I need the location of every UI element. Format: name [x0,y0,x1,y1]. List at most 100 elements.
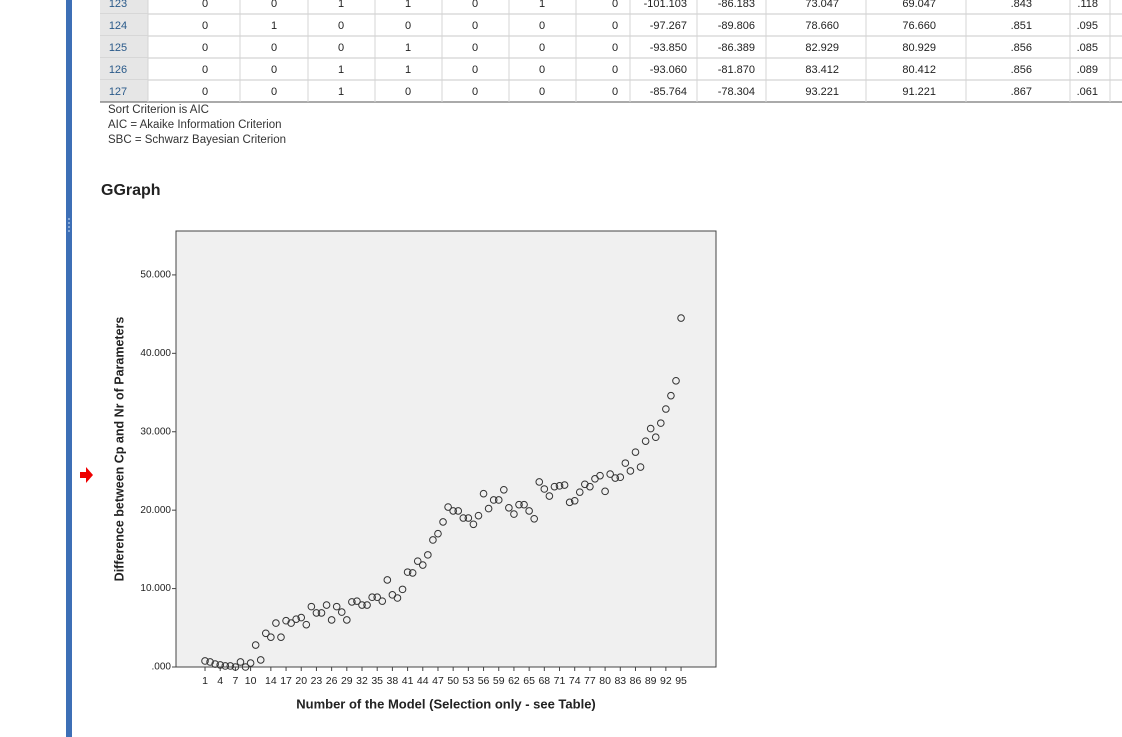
row-label: 124 [109,20,127,32]
x-tick-label: 29 [341,675,353,687]
point [667,391,675,400]
point [484,504,493,513]
point [474,511,483,520]
row-label: 126 [109,64,127,76]
point [454,507,463,515]
row-label: 123 [109,0,127,10]
point [241,663,250,671]
table-cell: 0 [612,20,618,32]
table-cell: 83.412 [805,64,839,76]
point [206,658,214,666]
point [641,437,650,445]
x-tick-label: 65 [523,675,535,687]
point [256,656,265,664]
table-cell: 0 [405,20,411,32]
x-tick-label: 23 [311,675,323,687]
point [616,473,625,482]
table-cell: 0 [405,86,411,98]
point [677,314,685,322]
table-cell: .085 [1077,42,1098,54]
point [353,597,361,605]
x-tick-label: 7 [232,675,238,687]
point [565,498,574,507]
y-tick-label: 30.000 [140,426,171,437]
point [327,616,336,624]
table-cell: 0 [472,0,478,10]
x-tick-label: 68 [538,675,550,687]
row-header-bg [100,0,148,14]
point [550,482,559,491]
point [489,496,498,504]
point [236,658,245,666]
point [575,488,584,496]
table-cell: 0 [202,0,208,10]
x-tick-label: 83 [614,675,626,687]
x-axis-title: Number of the Model (Selection only - se… [296,696,596,711]
x-tick-label: 10 [245,675,257,687]
table-cell: 91.221 [902,86,936,98]
table-cell: -97.267 [650,20,687,32]
table-cell: -81.870 [718,64,755,76]
x-tick-label: 44 [417,675,429,687]
x-tick-label: 35 [371,675,383,687]
table-cell: 0 [539,64,545,76]
table-cell: 0 [202,42,208,54]
point [494,496,503,504]
point [231,663,240,671]
point [398,585,407,594]
point [535,478,544,486]
splitter[interactable] [66,0,72,737]
row-header-bg [100,58,148,80]
point [226,662,235,670]
table-cell: 1 [338,0,344,10]
x-tick-label: 71 [554,675,566,687]
point [424,551,432,559]
table-cell: .856 [1011,64,1032,76]
point [322,601,331,609]
table-cell: 76.660 [902,20,936,32]
point [317,609,326,617]
table-cell: 0 [539,42,545,54]
x-tick-label: 74 [569,675,581,687]
table-cell: 1 [405,64,411,76]
point [555,482,564,490]
point [560,481,569,489]
table-cell: 0 [271,0,277,10]
table-cell: .095 [1077,20,1098,32]
point [261,629,270,638]
table-cell: 0 [338,42,344,54]
row-header-bg [100,80,148,102]
point [251,641,260,649]
point [606,470,614,478]
x-tick-label: 89 [645,675,657,687]
point [581,480,589,489]
table-cell: 1 [539,0,545,10]
table-cell: 0 [202,86,208,98]
x-tick-label: 1 [202,675,208,687]
point [302,620,311,629]
point [337,608,346,616]
point [540,485,549,493]
table-cell: -101.103 [644,0,687,10]
table-cell: 1 [338,64,344,76]
table-cell: 80.929 [902,42,936,54]
table-cell: 73.047 [805,0,839,10]
x-tick-label: 4 [217,675,223,687]
table-cell: 1 [405,0,411,10]
table-cell: 69.047 [902,0,936,10]
table-cell: 0 [472,20,478,32]
point [287,619,295,627]
table-cell: 0 [612,42,618,54]
table-cell: .856 [1011,42,1032,54]
y-tick-label: 20.000 [140,505,171,516]
point [348,598,356,606]
point [277,633,285,642]
point [520,500,528,509]
table-cell: .851 [1011,20,1032,32]
point [363,601,371,609]
x-tick-label: 80 [599,675,611,687]
row-header-bg [100,36,148,58]
table-cell: -93.850 [650,42,687,54]
table-cell: -93.060 [650,64,687,76]
